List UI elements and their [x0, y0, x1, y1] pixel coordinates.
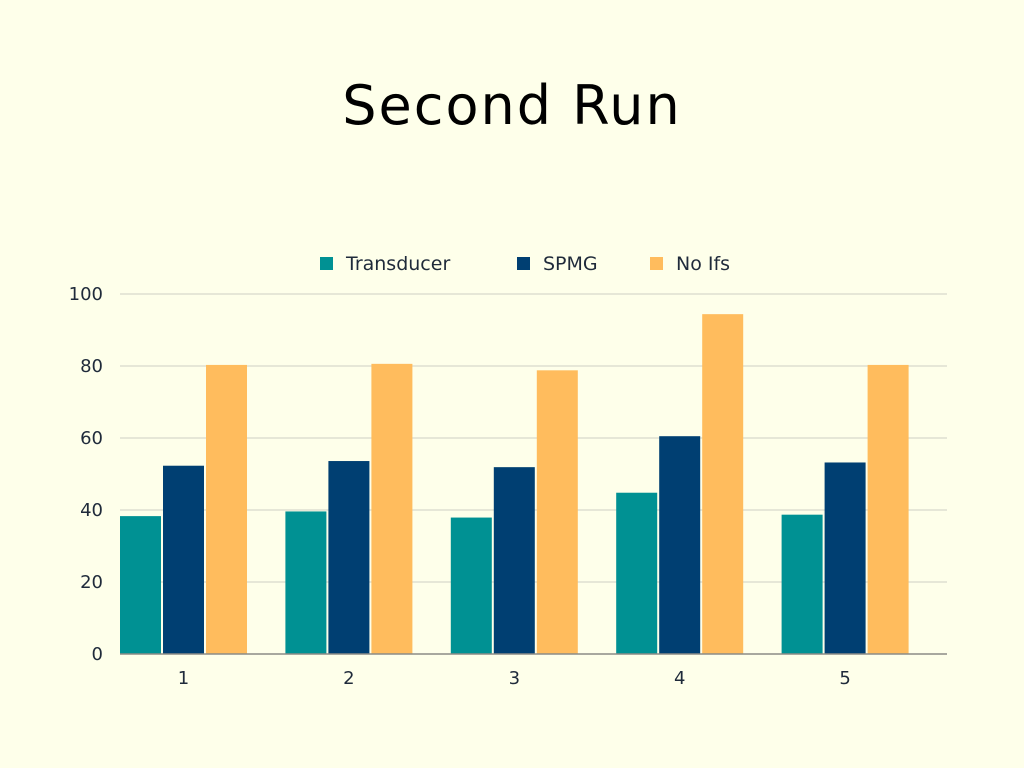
y-tick-label: 0 — [92, 644, 103, 665]
bar-spmg-3 — [493, 467, 535, 654]
x-tick-label: 4 — [674, 668, 685, 689]
bar-transducer-5 — [781, 514, 823, 654]
y-tick-label: 60 — [80, 428, 103, 449]
bar-spmg-2 — [328, 461, 370, 654]
bar-transducer-3 — [450, 517, 492, 654]
bar-no-ifs-4 — [702, 314, 744, 654]
bar-no-ifs-3 — [536, 370, 578, 654]
x-tick-label: 3 — [509, 668, 520, 689]
bar-no-ifs-2 — [371, 363, 413, 654]
legend-swatch — [320, 257, 333, 270]
x-tick-label: 5 — [839, 668, 850, 689]
y-tick-label: 20 — [80, 572, 103, 593]
bar-transducer-4 — [616, 492, 658, 654]
x-tick-label: 1 — [178, 668, 189, 689]
legend-label: No Ifs — [676, 253, 730, 275]
bar-transducer-1 — [120, 516, 161, 654]
bar-no-ifs-1 — [206, 364, 247, 654]
bar-spmg-4 — [659, 436, 701, 654]
y-tick-label: 100 — [69, 284, 103, 305]
y-tick-label: 40 — [80, 500, 103, 521]
x-tick-label: 2 — [343, 668, 354, 689]
axes: 0 20 40 60 80 100 1 2 3 4 5 — [69, 284, 947, 689]
legend-swatch — [517, 257, 530, 270]
bar-transducer-2 — [285, 511, 327, 654]
legend: Transducer SPMG No Ifs — [320, 253, 730, 275]
legend-label: SPMG — [543, 253, 598, 275]
legend-label: Transducer — [345, 253, 450, 275]
y-tick-label: 80 — [80, 356, 103, 377]
legend-swatch — [650, 257, 663, 270]
bar-no-ifs-5 — [867, 364, 909, 654]
bars — [120, 314, 909, 654]
bar-spmg-5 — [824, 462, 866, 654]
bar-spmg-1 — [163, 465, 204, 654]
chart-title: Second Run — [342, 74, 682, 137]
